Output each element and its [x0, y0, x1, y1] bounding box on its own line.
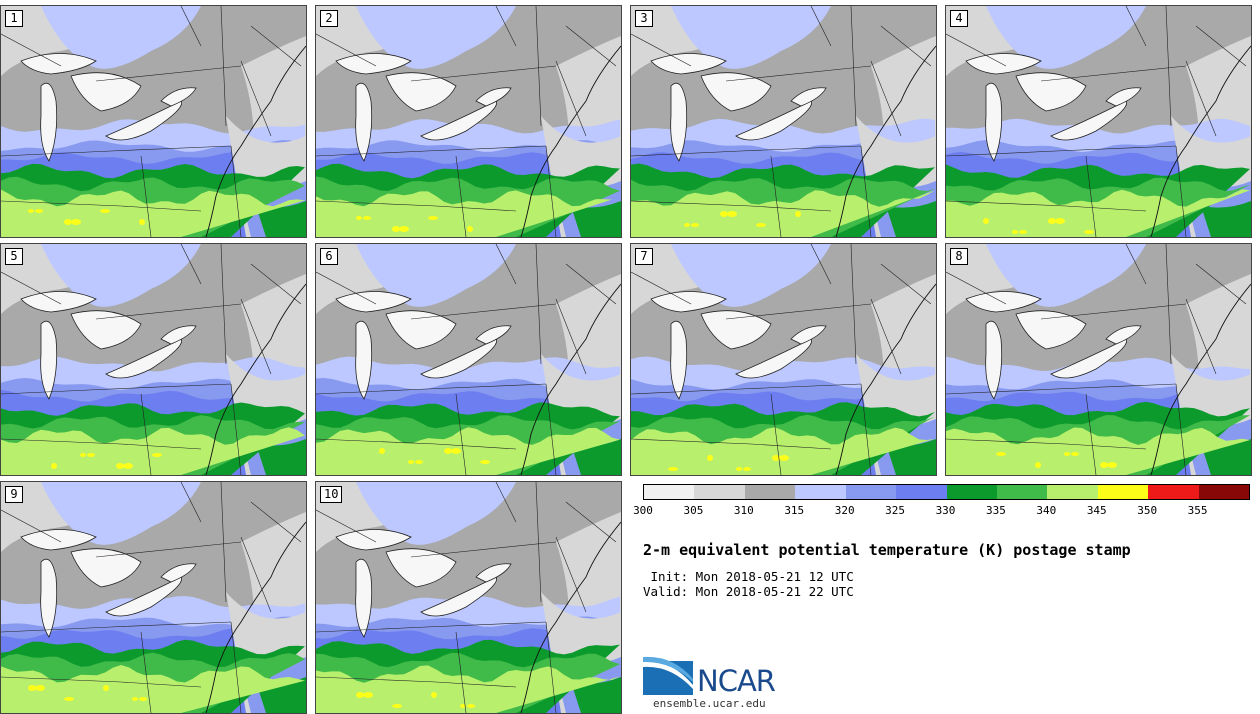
member-label: 3	[635, 10, 653, 27]
map-panel-1[interactable]: 1	[0, 5, 307, 238]
member-label: 6	[320, 248, 338, 265]
map-field	[316, 244, 621, 475]
colorbar-tick-label: 310	[733, 504, 754, 517]
colorbar-swatch	[1047, 485, 1098, 499]
valid-time: Valid: Mon 2018-05-21 22 UTC	[643, 584, 854, 599]
colorbar-swatch	[795, 485, 846, 499]
map-panel-7[interactable]: 7	[630, 243, 937, 476]
time-info: Init: Mon 2018-05-21 12 UTC Valid: Mon 20…	[643, 569, 854, 599]
colorbar-tick-label: 305	[683, 504, 704, 517]
colorbar-tick-label: 300	[633, 504, 653, 517]
map-field	[631, 6, 936, 237]
plot-title: 2-m equivalent potential temperature (K)…	[643, 541, 1131, 559]
colorbar-tick-label: 335	[985, 504, 1006, 517]
colorbar-tick-label: 350	[1137, 504, 1158, 517]
colorbar-swatch	[744, 485, 796, 499]
map-field	[1, 482, 306, 713]
ncar-logo-icon[interactable]	[643, 655, 793, 699]
member-label: 8	[950, 248, 968, 265]
map-field	[1, 244, 306, 475]
colorbar-tick-label: 325	[885, 504, 906, 517]
colorbar-swatch	[896, 485, 947, 499]
member-label: 4	[950, 10, 968, 27]
logo-url[interactable]: ensemble.ucar.edu	[653, 697, 766, 710]
colorbar-swatch	[845, 485, 897, 499]
map-panel-3[interactable]: 3	[630, 5, 937, 238]
colorbar-swatch	[996, 485, 1048, 499]
logo-text: NCAR	[697, 664, 776, 698]
colorbar-swatch	[644, 485, 695, 499]
map-panel-9[interactable]: 9	[0, 481, 307, 714]
colorbar-swatch	[1198, 485, 1250, 499]
colorbar-swatch	[1148, 485, 1199, 499]
colorbar-tick-label: 315	[784, 504, 805, 517]
colorbar-swatch	[694, 485, 745, 499]
map-field	[316, 6, 621, 237]
colorbar-swatch	[1097, 485, 1149, 499]
map-panel-8[interactable]: 8	[945, 243, 1252, 476]
map-field	[946, 244, 1251, 475]
map-panel-5[interactable]: 5	[0, 243, 307, 476]
member-label: 9	[5, 486, 23, 503]
map-panel-2[interactable]: 2	[315, 5, 622, 238]
map-panel-4[interactable]: 4	[945, 5, 1252, 238]
map-field	[631, 244, 936, 475]
map-panel-6[interactable]: 6	[315, 243, 622, 476]
colorbar-tick-label: 355	[1187, 504, 1208, 517]
member-label: 2	[320, 10, 338, 27]
colorbar-tick-label: 330	[935, 504, 956, 517]
colorbar-ticks: 300 305 310 315 320 325 330 335 340 345 350 355	[633, 504, 1248, 518]
map-field	[316, 482, 621, 713]
colorbar-tick-label: 345	[1086, 504, 1107, 517]
init-time: Init: Mon 2018-05-21 12 UTC	[643, 569, 854, 584]
member-label: 1	[5, 10, 23, 27]
map-field	[946, 6, 1251, 237]
member-label: 10	[320, 486, 343, 503]
map-panel-10[interactable]: 10	[315, 481, 622, 714]
map-field	[1, 6, 306, 237]
colorbar-swatch	[946, 485, 997, 499]
colorbar	[643, 484, 1250, 500]
colorbar-tick-label: 320	[834, 504, 855, 517]
member-label: 7	[635, 248, 653, 265]
colorbar-tick-label: 340	[1036, 504, 1057, 517]
member-label: 5	[5, 248, 23, 265]
